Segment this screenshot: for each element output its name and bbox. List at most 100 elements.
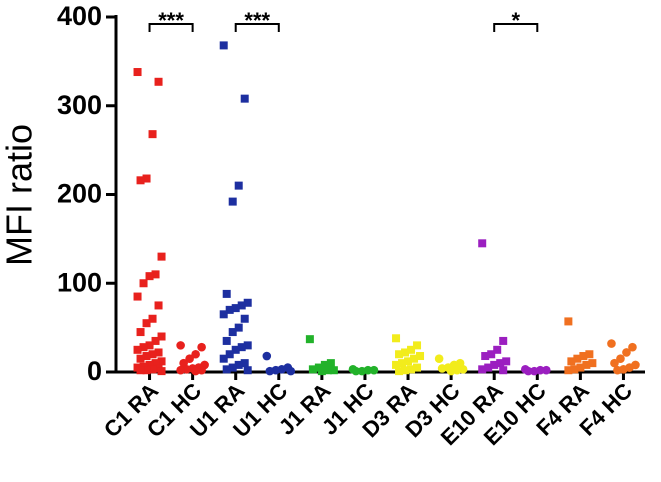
point: [401, 366, 410, 375]
point: [407, 345, 416, 354]
point: [151, 336, 160, 345]
point: [157, 357, 166, 366]
point: [478, 365, 487, 374]
point: [185, 354, 194, 363]
point: [265, 366, 275, 376]
point: [243, 366, 252, 375]
y-tick-label: 300: [57, 90, 102, 120]
point: [243, 298, 252, 307]
point: [197, 342, 206, 352]
point: [484, 363, 493, 372]
point: [585, 350, 594, 359]
point: [133, 68, 142, 77]
point: [357, 366, 367, 376]
point: [576, 363, 585, 372]
point: [136, 366, 145, 375]
point: [222, 365, 231, 374]
point: [529, 366, 539, 376]
point: [228, 363, 237, 372]
point: [401, 348, 410, 357]
point: [329, 366, 338, 375]
point: [228, 328, 237, 337]
point: [222, 289, 231, 298]
point: [225, 350, 234, 359]
point: [478, 239, 487, 248]
point: [145, 272, 154, 281]
point: [237, 343, 246, 352]
point: [523, 366, 533, 376]
point: [499, 366, 508, 375]
point: [219, 354, 228, 363]
y-tick-label: 0: [87, 356, 102, 386]
y-tick-label: 400: [57, 1, 102, 31]
point: [154, 348, 163, 357]
point: [142, 319, 151, 328]
point: [219, 41, 228, 50]
point: [437, 364, 447, 373]
y-tick-label: 200: [57, 179, 102, 209]
point: [225, 305, 234, 314]
point: [154, 301, 163, 310]
point: [240, 314, 249, 323]
point: [410, 354, 419, 363]
point: [148, 350, 157, 359]
point: [567, 357, 576, 366]
point: [481, 352, 490, 361]
point: [570, 365, 579, 374]
point: [541, 365, 551, 375]
point: [262, 351, 272, 361]
point: [286, 366, 296, 376]
point: [234, 323, 243, 332]
significance-label: ***: [244, 8, 270, 33]
point: [151, 359, 160, 368]
point: [228, 197, 237, 206]
point: [157, 252, 166, 261]
point: [395, 350, 404, 359]
point: [142, 174, 151, 183]
point: [317, 367, 326, 376]
point: [231, 345, 240, 354]
point: [139, 343, 148, 352]
y-tick-label: 100: [57, 267, 102, 297]
significance-label: ***: [158, 8, 184, 33]
point: [564, 366, 573, 375]
significance-bracket: [148, 23, 194, 32]
point: [628, 342, 637, 352]
point: [434, 354, 444, 363]
point: [157, 332, 166, 341]
point: [392, 334, 401, 343]
point: [136, 328, 145, 337]
point: [234, 181, 243, 190]
point: [490, 360, 499, 369]
point: [145, 341, 154, 350]
y-axis-label: MFI ratio: [0, 124, 40, 266]
point: [148, 130, 157, 139]
point: [234, 360, 243, 369]
point: [413, 363, 422, 372]
point: [416, 352, 425, 361]
point: [148, 365, 157, 374]
point: [493, 345, 502, 354]
point: [133, 292, 142, 301]
point: [502, 357, 511, 366]
point: [305, 335, 314, 344]
point: [136, 354, 145, 363]
point: [191, 366, 200, 376]
point: [191, 349, 200, 359]
point: [323, 366, 332, 375]
point: [176, 365, 185, 375]
point: [392, 360, 401, 369]
point: [151, 270, 160, 279]
point: [308, 365, 317, 374]
point: [582, 360, 591, 369]
point: [231, 304, 240, 313]
point: [616, 354, 625, 363]
point: [219, 310, 228, 319]
point: [487, 350, 496, 359]
point: [573, 354, 582, 363]
point: [145, 360, 154, 369]
point: [588, 359, 597, 368]
point: [133, 345, 142, 354]
point: [351, 366, 361, 376]
